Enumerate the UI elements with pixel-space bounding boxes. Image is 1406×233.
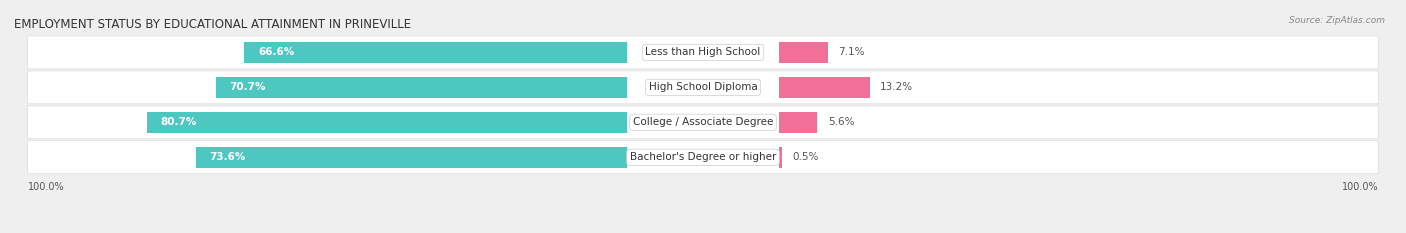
FancyBboxPatch shape <box>28 141 1378 174</box>
Text: 70.7%: 70.7% <box>229 82 266 92</box>
FancyBboxPatch shape <box>28 71 1378 104</box>
Text: Less than High School: Less than High School <box>645 48 761 57</box>
Text: EMPLOYMENT STATUS BY EDUCATIONAL ATTAINMENT IN PRINEVILLE: EMPLOYMENT STATUS BY EDUCATIONAL ATTAINM… <box>14 18 411 31</box>
Text: 0.5%: 0.5% <box>793 152 818 162</box>
Text: College / Associate Degree: College / Associate Degree <box>633 117 773 127</box>
Text: 7.1%: 7.1% <box>838 48 865 57</box>
Bar <box>779 42 828 63</box>
Bar <box>779 77 870 98</box>
Text: 73.6%: 73.6% <box>209 152 246 162</box>
Bar <box>217 77 627 98</box>
Text: 13.2%: 13.2% <box>880 82 912 92</box>
Text: Source: ZipAtlas.com: Source: ZipAtlas.com <box>1289 16 1385 25</box>
Bar <box>779 112 817 133</box>
Text: Bachelor's Degree or higher: Bachelor's Degree or higher <box>630 152 776 162</box>
Bar <box>195 147 627 168</box>
FancyBboxPatch shape <box>28 106 1378 139</box>
Text: 100.0%: 100.0% <box>28 182 65 192</box>
Bar <box>148 112 627 133</box>
Text: 66.6%: 66.6% <box>257 48 294 57</box>
Text: High School Diploma: High School Diploma <box>648 82 758 92</box>
Text: 100.0%: 100.0% <box>1341 182 1378 192</box>
Text: 80.7%: 80.7% <box>160 117 197 127</box>
Text: 5.6%: 5.6% <box>828 117 855 127</box>
Bar <box>245 42 627 63</box>
FancyBboxPatch shape <box>28 36 1378 69</box>
Bar <box>779 147 782 168</box>
